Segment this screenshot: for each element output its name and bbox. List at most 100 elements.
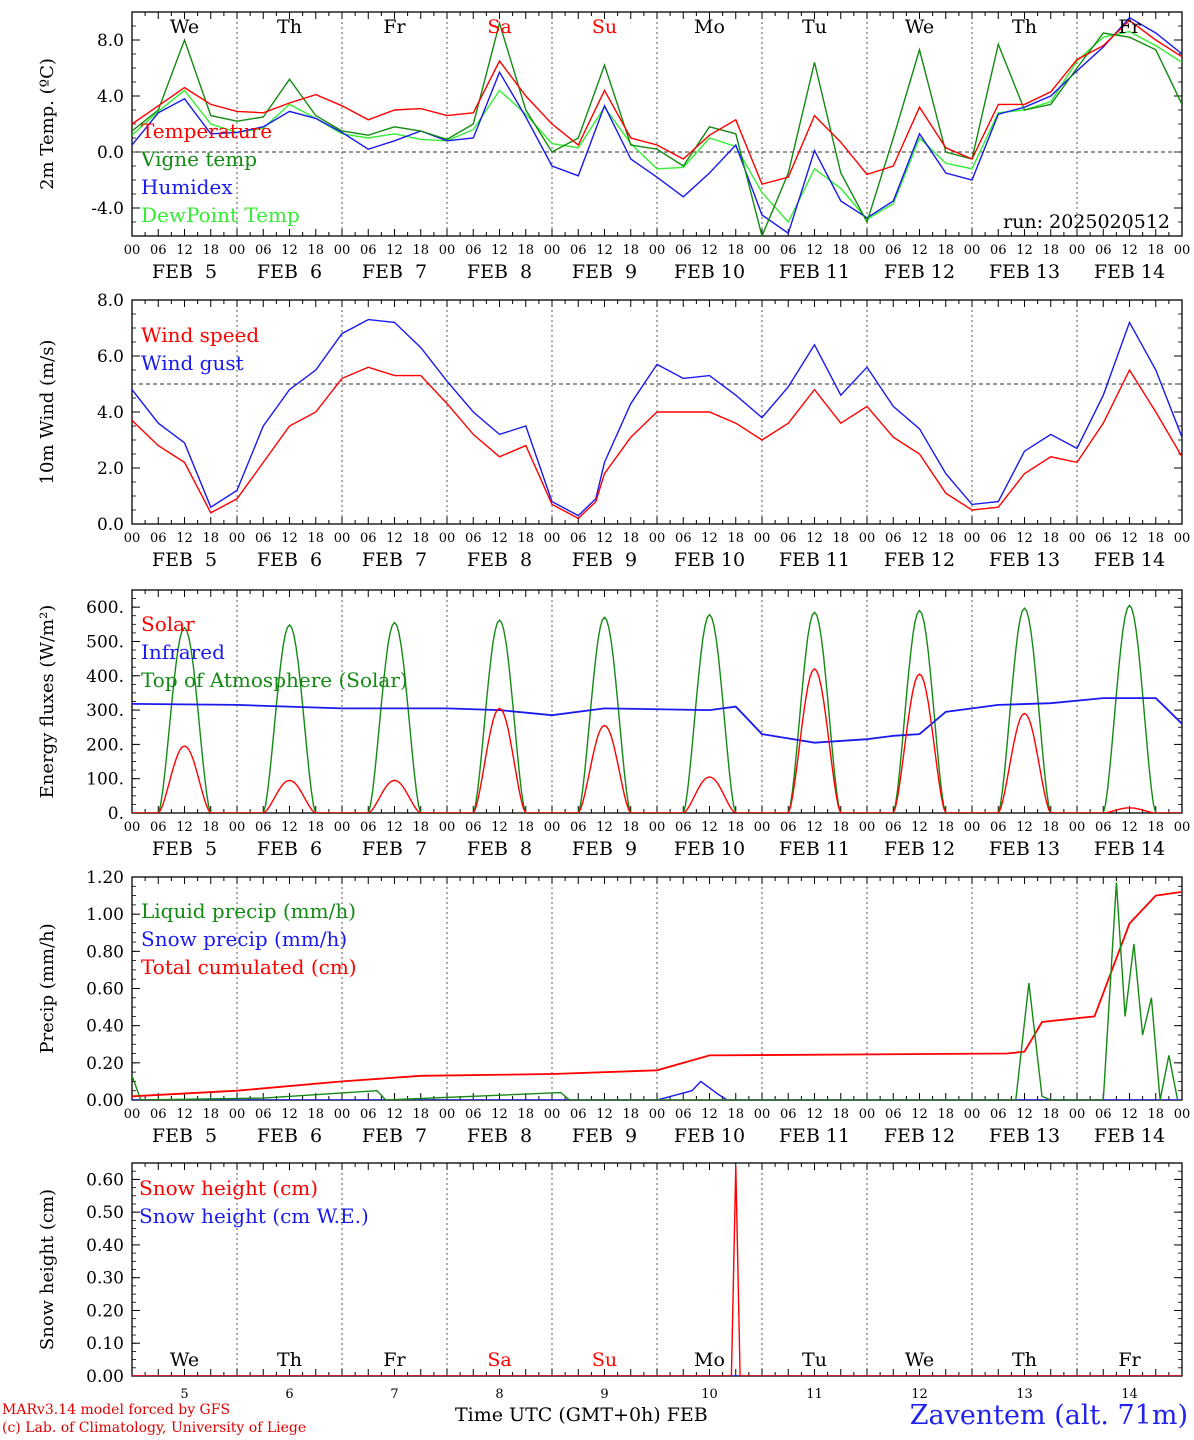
date-label: FEB 10: [674, 838, 745, 860]
date-label: FEB 9: [572, 549, 637, 571]
hour-tick-label: 06: [1095, 1107, 1112, 1122]
run-label: run: 2025020512: [1003, 211, 1170, 233]
y-tick-label: 1.20: [86, 868, 124, 888]
hour-tick-label: 00: [1069, 820, 1086, 835]
hour-tick-label: 12: [911, 820, 928, 835]
hour-tick-label: 00: [649, 531, 666, 546]
day-label: Sa: [487, 16, 511, 38]
hour-tick-label: 12: [1016, 1107, 1033, 1122]
hour-tick-label: 18: [622, 1107, 639, 1122]
hour-tick-label: 00: [1174, 820, 1191, 835]
hour-tick-label: 12: [596, 1107, 613, 1122]
y-tick-label: 200.: [86, 735, 124, 755]
date-label: FEB 6: [257, 261, 322, 283]
hour-tick-label: 00: [754, 1107, 771, 1122]
hour-tick-label: 12: [911, 531, 928, 546]
hour-tick-label: 12: [701, 1107, 718, 1122]
hour-tick-label: 18: [1147, 1107, 1164, 1122]
day-label: We: [905, 1349, 934, 1371]
hour-tick-label: 12: [281, 820, 298, 835]
date-label: FEB 5: [152, 838, 217, 860]
panel-3: 600. 500. 400. 300. 200. 100. 0. Energy fluxes …: [37, 589, 1191, 860]
date-label: FEB 8: [467, 1125, 532, 1147]
hour-tick-label: 06: [255, 243, 272, 258]
hour-tick-label: 12: [1121, 1107, 1138, 1122]
hour-tick-label: 12: [386, 1107, 403, 1122]
hour-tick-label: 06: [255, 820, 272, 835]
day-label: We: [170, 1349, 199, 1371]
hour-tick-label: 18: [832, 243, 849, 258]
hour-tick-label: 06: [360, 243, 377, 258]
hour-tick-label: 06: [465, 531, 482, 546]
hour-tick-label: 18: [1042, 531, 1059, 546]
hour-tick-label: 06: [570, 820, 587, 835]
day-label: Th: [1012, 16, 1037, 38]
series-line: [132, 604, 1182, 813]
model-credit: MARv3.14 model forced by GFS: [2, 1402, 231, 1418]
hour-tick-label: 06: [675, 243, 692, 258]
day-label: Fr: [383, 16, 406, 38]
hour-tick-label: 00: [544, 531, 561, 546]
hour-tick-label: 00: [124, 820, 141, 835]
hour-tick-label: 12: [386, 243, 403, 258]
hour-tick-label: 18: [517, 243, 534, 258]
date-label: FEB 14: [1094, 1125, 1165, 1147]
hour-tick-label: 06: [990, 1107, 1007, 1122]
hour-tick-label: 18: [412, 820, 429, 835]
day-number-label: 13: [1016, 1387, 1033, 1402]
y-tick-label: 0.60: [86, 980, 124, 1000]
hour-tick-label: 06: [360, 1107, 377, 1122]
y-axis-label: 2m Temp. (ºC): [37, 58, 58, 190]
date-label: FEB 13: [989, 549, 1060, 571]
date-label: FEB 6: [257, 838, 322, 860]
hour-tick-label: 18: [307, 1107, 324, 1122]
hour-tick-label: 06: [570, 1107, 587, 1122]
day-label: Su: [592, 16, 617, 38]
day-label: Fr: [1118, 1349, 1141, 1371]
hour-tick-label: 12: [386, 820, 403, 835]
hour-tick-label: 12: [1016, 820, 1033, 835]
y-tick-label: 0.10: [86, 1334, 124, 1354]
hour-tick-label: 18: [517, 531, 534, 546]
hour-tick-label: 18: [1147, 531, 1164, 546]
y-tick-label: 0.: [108, 804, 124, 824]
day-label: We: [170, 16, 199, 38]
hour-tick-label: 18: [727, 243, 744, 258]
hour-tick-label: 18: [412, 243, 429, 258]
hour-tick-label: 12: [281, 531, 298, 546]
day-label: Th: [1012, 1349, 1037, 1371]
date-label: FEB 5: [152, 1125, 217, 1147]
hour-tick-label: 00: [334, 243, 351, 258]
hour-tick-label: 18: [832, 820, 849, 835]
hour-tick-label: 00: [649, 1107, 666, 1122]
y-tick-label: 0.80: [86, 942, 124, 962]
day-label: Fr: [1118, 16, 1141, 38]
panel-4: 1.20 1.00 0.80 0.60 0.40 0.20 0.00 Precip (mm/h…: [37, 868, 1190, 1147]
hour-tick-label: 06: [990, 531, 1007, 546]
series-line: [132, 19, 1182, 186]
hour-tick-label: 06: [885, 1107, 902, 1122]
time-axis-label: Time UTC (GMT+0h) FEB: [455, 1404, 708, 1426]
hour-tick-label: 18: [622, 820, 639, 835]
hour-tick-label: 12: [806, 820, 823, 835]
legend-entry: Wind speed: [141, 323, 259, 347]
hour-tick-label: 12: [701, 531, 718, 546]
day-label: Su: [592, 1349, 617, 1371]
y-tick-label: 0.00: [86, 1091, 124, 1111]
hour-tick-label: 12: [176, 243, 193, 258]
hour-tick-label: 18: [412, 1107, 429, 1122]
day-number-label: 6: [285, 1387, 293, 1402]
hour-tick-label: 18: [1042, 1107, 1059, 1122]
hour-tick-label: 18: [1042, 243, 1059, 258]
hour-tick-label: 00: [544, 243, 561, 258]
date-label: FEB 8: [467, 549, 532, 571]
date-label: FEB 5: [152, 261, 217, 283]
hour-tick-label: 18: [202, 531, 219, 546]
series-line: [132, 1080, 1182, 1100]
date-label: FEB 10: [674, 549, 745, 571]
legend-entry: Snow precip (mm/h): [141, 927, 347, 951]
hour-tick-label: 18: [832, 531, 849, 546]
hour-tick-label: 18: [937, 531, 954, 546]
hour-tick-label: 00: [229, 1107, 246, 1122]
hour-tick-label: 18: [202, 243, 219, 258]
